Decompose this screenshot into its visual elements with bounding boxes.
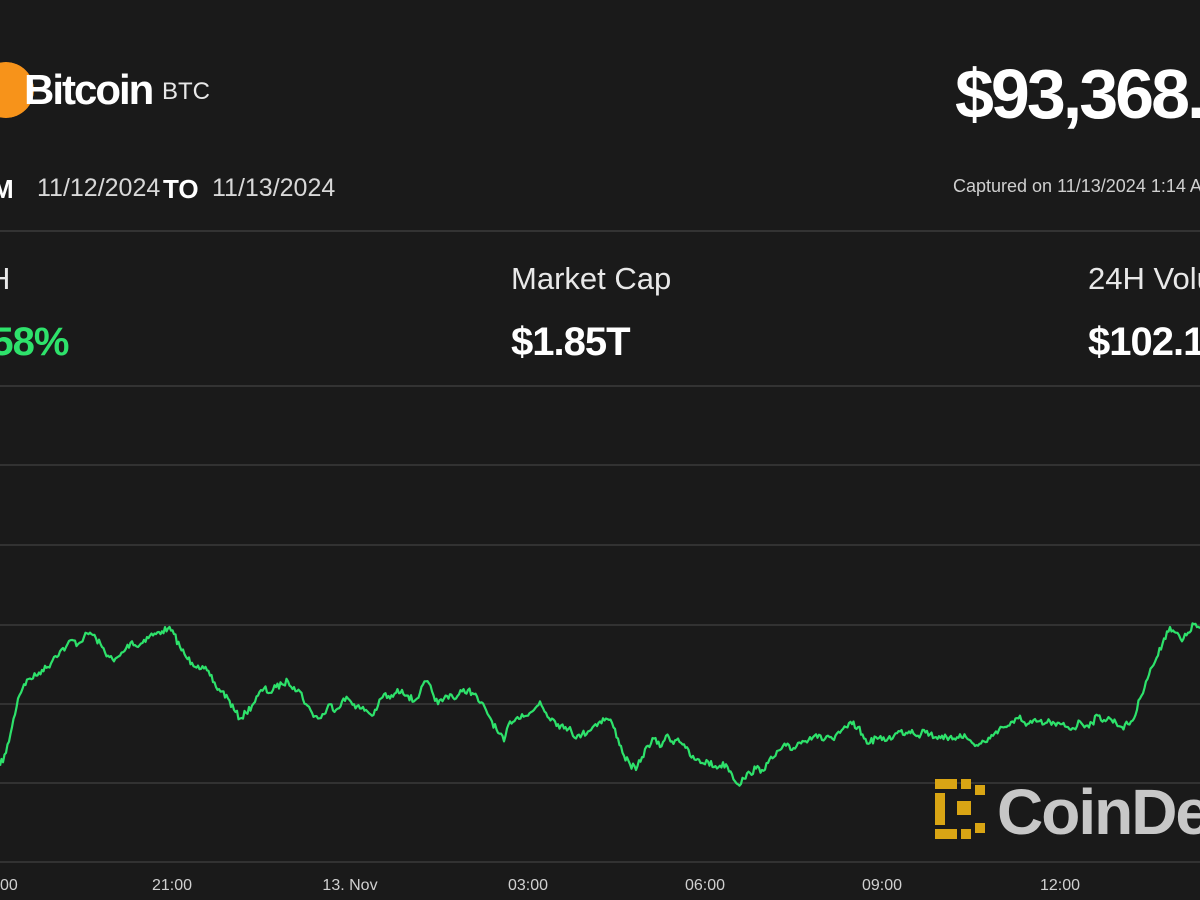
- coindesk-logo-icon: [935, 779, 985, 839]
- change-value: 3.58%: [0, 320, 69, 364]
- x-tick-label: 12:00: [1040, 877, 1080, 894]
- coindesk-wordmark: CoinDes: [997, 776, 1200, 848]
- volume-label: 24H Volu: [1088, 261, 1200, 296]
- market-cap-label: Market Cap: [511, 261, 672, 296]
- market-cap-value: $1.85T: [511, 320, 631, 364]
- x-tick-label: 21:00: [152, 877, 192, 894]
- x-tick-label: 06:00: [685, 877, 725, 894]
- header-divider: [0, 230, 1200, 232]
- stats-divider: [0, 385, 1200, 387]
- x-tick-label: 00: [0, 877, 18, 894]
- captured-timestamp: Captured on 11/13/2024 1:14 AM: [953, 176, 1200, 196]
- x-tick-label: 03:00: [508, 877, 548, 894]
- coin-ticker: BTC: [162, 78, 210, 105]
- to-label: TO: [163, 174, 199, 204]
- bitcoin-logo-icon: [0, 62, 34, 118]
- to-date: 11/13/2024: [212, 174, 336, 202]
- change-label: H: [0, 261, 10, 297]
- coin-name: Bitcoin: [24, 66, 154, 113]
- x-tick-label: 13. Nov: [322, 877, 377, 894]
- x-tick-label: 09:00: [862, 877, 902, 894]
- x-axis-tick-labels: 00 21:00 13. Nov 03:00 06:00 09:00 12:00: [0, 877, 1080, 894]
- volume-value: $102.1: [1088, 320, 1200, 364]
- from-label: M: [0, 174, 14, 204]
- from-date: 11/12/2024: [37, 174, 161, 202]
- price-series-line: [0, 622, 1200, 787]
- current-price: $93,368.1: [955, 55, 1200, 133]
- chart-grid: [0, 464, 1200, 863]
